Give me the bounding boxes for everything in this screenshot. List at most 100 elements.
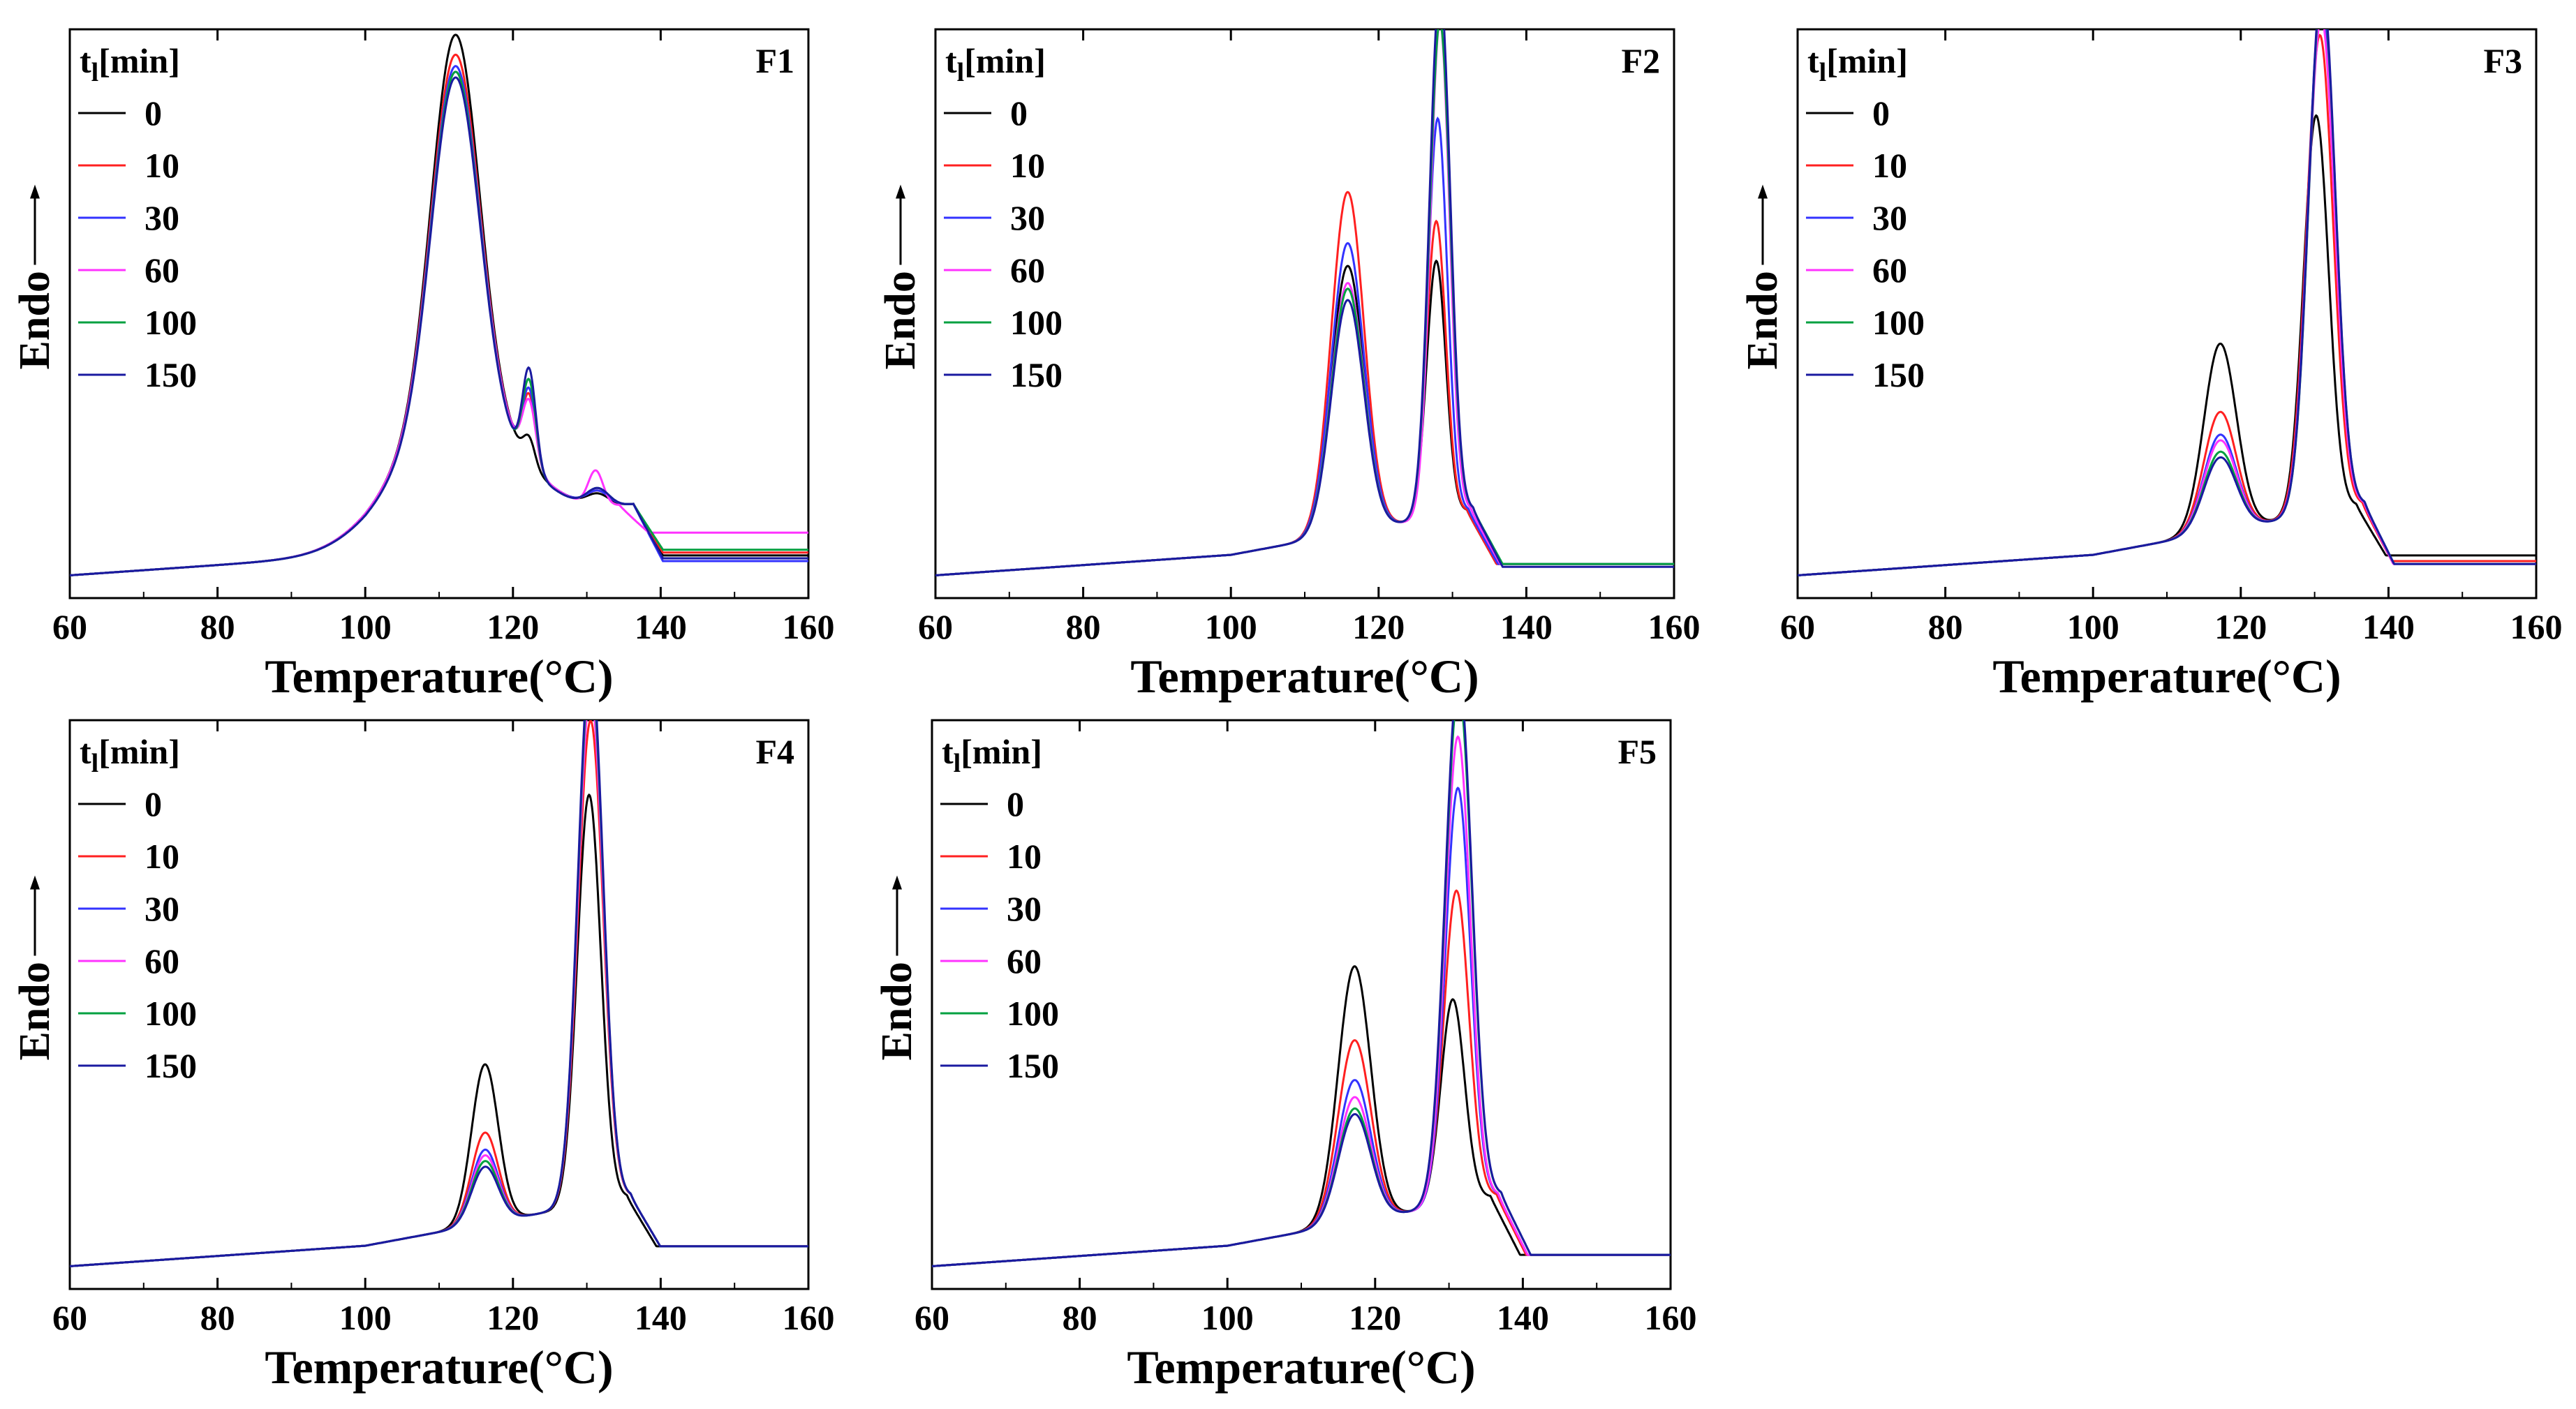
- x-tick-label: 160: [1645, 1298, 1697, 1337]
- legend-label-10: 10: [145, 837, 179, 876]
- legend-label-100: 100: [1872, 303, 1925, 342]
- legend-title: tl[min]: [942, 732, 1042, 778]
- legend-label-60: 60: [1010, 251, 1045, 290]
- x-tick-label: 120: [487, 1298, 539, 1337]
- x-tick-label: 100: [2067, 607, 2119, 646]
- x-tick-label: 100: [339, 607, 392, 646]
- legend-label-100: 100: [145, 303, 197, 342]
- series-line-100: [935, 29, 1674, 576]
- legend-label-30: 30: [145, 198, 179, 237]
- x-tick-label: 120: [1352, 607, 1405, 646]
- y-axis-title: Endo: [11, 271, 59, 369]
- y-axis-title: Endo: [1739, 271, 1786, 369]
- legend-label-150: 150: [1007, 1046, 1059, 1085]
- legend-label-100: 100: [145, 994, 197, 1033]
- legend-label-150: 150: [145, 355, 197, 394]
- panel-label: F1: [755, 41, 794, 80]
- chart-panel-F4: 60 80 100 120 140 160Temperature(°C)EndoF4tl[…: [11, 719, 835, 1394]
- x-tick-label: 100: [1205, 607, 1257, 646]
- legend-title: tl[min]: [80, 41, 180, 87]
- series-line-0: [1798, 114, 2536, 576]
- x-tick-label: 140: [1497, 1298, 1549, 1337]
- legend-label-150: 150: [145, 1046, 197, 1085]
- legend-label-10: 10: [145, 146, 179, 185]
- x-tick-label: 160: [783, 1298, 835, 1337]
- x-tick-label: 160: [1648, 607, 1701, 646]
- series-line-150: [935, 29, 1674, 576]
- y-axis-title: Endo: [11, 962, 59, 1060]
- series-line-100: [932, 720, 1671, 1267]
- legend-label-100: 100: [1010, 303, 1063, 342]
- legend-title: tl[min]: [945, 41, 1046, 87]
- legend-label-100: 100: [1007, 994, 1059, 1033]
- panel-label: F4: [755, 732, 794, 771]
- legend-label-30: 30: [1010, 198, 1045, 237]
- x-axis-title: Temperature(°C): [265, 1341, 613, 1394]
- chart-panel-F3: 60 80 100 120 140 160Temperature(°C)EndoF3tl[…: [1739, 28, 2563, 703]
- legend-label-0: 0: [1872, 94, 1890, 133]
- x-axis-title: Temperature(°C): [1127, 1341, 1475, 1394]
- legend-label-60: 60: [145, 941, 179, 981]
- series-line-30: [935, 116, 1674, 576]
- x-tick-label: 80: [1928, 607, 1963, 646]
- x-axis-title: Temperature(°C): [265, 650, 613, 703]
- legend-label-10: 10: [1010, 146, 1045, 185]
- legend-label-30: 30: [1872, 198, 1907, 237]
- y-axis-arrow-head: [892, 875, 902, 890]
- x-tick-label: 100: [339, 1298, 392, 1337]
- x-tick-label: 60: [52, 1298, 87, 1337]
- legend-label-150: 150: [1010, 355, 1063, 394]
- x-tick-label: 80: [200, 607, 235, 646]
- x-tick-label: 140: [635, 607, 687, 646]
- panel-label: F2: [1621, 41, 1660, 80]
- legend-label-0: 0: [1007, 784, 1024, 823]
- x-tick-label: 100: [1201, 1298, 1254, 1337]
- legend-label-30: 30: [1007, 889, 1042, 928]
- legend-label-10: 10: [1872, 146, 1907, 185]
- legend-label-10: 10: [1007, 837, 1042, 876]
- legend-label-0: 0: [1010, 94, 1028, 133]
- y-axis-arrow-head: [30, 184, 40, 199]
- x-axis-title: Temperature(°C): [1130, 650, 1479, 703]
- legend-label-150: 150: [1872, 355, 1925, 394]
- series-line-30: [70, 720, 808, 1267]
- legend-label-0: 0: [145, 784, 162, 823]
- x-tick-label: 140: [2362, 607, 2415, 646]
- y-axis-arrow-head: [30, 875, 40, 890]
- x-tick-label: 60: [52, 607, 87, 646]
- x-tick-label: 140: [1500, 607, 1553, 646]
- x-tick-label: 160: [783, 607, 835, 646]
- chart-panel-F2: 60 80 100 120 140 160Temperature(°C)EndoF2tl[…: [877, 28, 1701, 703]
- x-tick-label: 80: [1063, 1298, 1097, 1337]
- x-tick-label: 80: [1066, 607, 1101, 646]
- series-line-60: [1798, 29, 2536, 576]
- panel-label: F3: [2483, 41, 2522, 80]
- x-tick-label: 120: [2214, 607, 2267, 646]
- series-line-100: [70, 720, 808, 1267]
- y-axis-title: Endo: [877, 271, 924, 369]
- x-tick-label: 120: [487, 607, 539, 646]
- x-tick-label: 60: [1780, 607, 1815, 646]
- series-line-30: [1798, 29, 2536, 576]
- series-line-150: [932, 720, 1671, 1267]
- series-line-150: [70, 76, 808, 576]
- chart-panel-F1: 60 80 100 120 140 160Temperature(°C)EndoF1tl[…: [11, 28, 835, 703]
- panel-label: F5: [1618, 732, 1657, 771]
- legend-title: tl[min]: [80, 732, 180, 778]
- series-line-100: [1798, 29, 2536, 576]
- y-axis-title: Endo: [873, 962, 921, 1060]
- legend-label-30: 30: [145, 889, 179, 928]
- series-line-60: [935, 29, 1674, 576]
- legend-label-60: 60: [1007, 941, 1042, 981]
- chart-panel-F5: 60 80 100 120 140 160Temperature(°C)EndoF5tl[…: [873, 719, 1697, 1394]
- legend-label-0: 0: [145, 94, 162, 133]
- series-line-150: [70, 720, 808, 1267]
- x-tick-label: 60: [918, 607, 953, 646]
- legend-title: tl[min]: [1807, 41, 1908, 87]
- x-tick-label: 120: [1349, 1298, 1401, 1337]
- legend-label-60: 60: [1872, 251, 1907, 290]
- series-line-60: [70, 720, 808, 1267]
- x-tick-label: 140: [635, 1298, 687, 1337]
- x-tick-label: 160: [2510, 607, 2563, 646]
